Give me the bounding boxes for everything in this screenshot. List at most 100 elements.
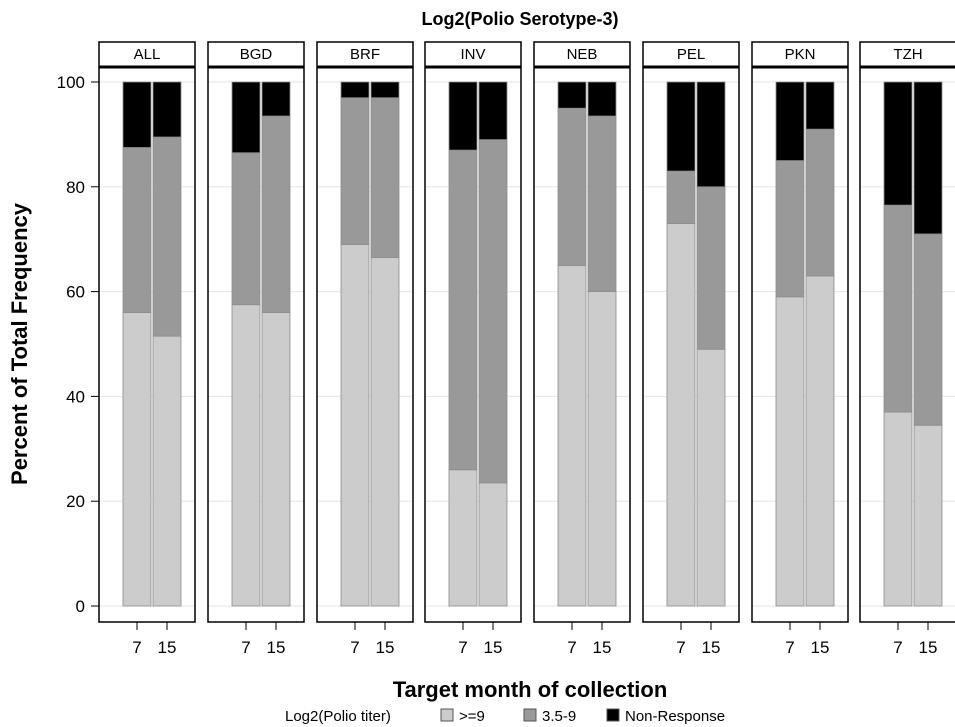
bar-pkn-7-non-response [775,81,805,161]
panel-strip-label: NEB [567,46,598,63]
x-tick-label: 7 [567,638,576,657]
bar-neb-7-ge9 [557,264,587,607]
bar-inv-7-non-response [448,81,478,151]
panel-border [533,41,631,623]
x-tick-label: 15 [811,638,830,657]
x-tick-label: 7 [676,638,685,657]
panel-border [98,41,196,623]
bar-pkn-7-ge9 [775,296,805,607]
panel-pkn: PKN 7 15 [751,41,849,657]
bar-brf-15-non-response [370,81,400,99]
x-tick-label: 15 [593,638,612,657]
bar-pkn-15-ge9 [805,275,835,607]
panel-strip [533,41,631,68]
bar-all-7-non-response [122,81,152,148]
bar-all-15-non-response [152,81,182,138]
x-tick-label: 7 [893,638,902,657]
bar-tzh-15-ge9 [913,424,943,607]
bar-tzh-7-ge9 [883,411,913,607]
x-tick-label: 15 [376,638,395,657]
panel-strip-label: PEL [677,46,705,63]
panel-strip-label: BGD [240,46,273,63]
x-tick-label: 15 [267,638,286,657]
bar-bgd-7-non-response [231,81,261,154]
panel-strip-label: ALL [134,46,161,63]
bar-pel-15-ge9 [696,348,726,607]
legend-label-non-response: Non-Response [625,708,725,725]
bar-bgd-7-3p5-9 [231,152,261,306]
y-tick-label: 0 [76,597,85,616]
bar-bgd-15-non-response [261,81,291,117]
bar-pkn-15-3p5-9 [805,128,835,277]
y-axis: 0 20 40 60 80 100 [57,73,99,616]
bar-inv-7-ge9 [448,469,478,607]
legend-title: Log2(Polio titer) [285,708,391,725]
panel-inv: INV 7 15 [424,41,522,657]
panel-border [316,41,414,623]
bar-brf-7-non-response [340,81,370,99]
bar-pel-15-3p5-9 [696,186,726,350]
panel-all: ALL 7 15 [98,41,196,657]
bar-bgd-7-ge9 [231,304,261,607]
x-tick-label: 15 [158,638,177,657]
bar-inv-15-non-response [478,81,508,141]
bar-bgd-15-ge9 [261,312,291,607]
x-tick-label: 7 [241,638,250,657]
bar-neb-7-non-response [557,81,587,109]
legend-swatch-ge9 [440,708,454,722]
panel-border [859,41,955,623]
panel-pel: PEL 7 15 [642,41,740,657]
chart-panels: ALL 7 15 BGD 7 15 BRF 7 15 INV 7 15 NEB 7 15 PEL 7 15 PKN 7… [98,41,955,657]
panel-strip [859,41,955,68]
bar-pkn-7-3p5-9 [775,160,805,298]
panel-border [751,41,849,623]
x-tick-label: 7 [458,638,467,657]
panel-strip-label: BRF [350,46,380,63]
bar-all-15-3p5-9 [152,136,182,337]
bar-tzh-15-non-response [913,81,943,235]
panel-strip-label: INV [460,46,485,63]
bar-brf-15-3p5-9 [370,97,400,258]
bar-inv-15-3p5-9 [478,139,508,484]
y-tick-label: 80 [66,178,85,197]
bar-pkn-15-non-response [805,81,835,130]
y-tick-label: 100 [57,73,85,92]
bar-brf-15-ge9 [370,257,400,607]
panel-tzh: TZH 7 15 [859,41,955,657]
legend-swatch-non-response [606,708,620,722]
bar-all-7-3p5-9 [122,147,152,313]
x-axis-title: Target month of collection [393,677,668,702]
x-tick-label: 7 [132,638,141,657]
bar-all-7-ge9 [122,312,152,607]
bar-neb-15-ge9 [587,291,617,607]
x-tick-label: 15 [919,638,938,657]
y-axis-title: Percent of Total Frequency [7,202,32,485]
x-tick-label: 15 [484,638,503,657]
legend-swatch-3p5-9 [523,708,537,722]
panel-strip-label: PKN [785,46,816,63]
bar-brf-7-ge9 [340,244,370,607]
bar-pel-15-non-response [696,81,726,188]
bar-tzh-15-3p5-9 [913,233,943,426]
bar-pel-7-ge9 [666,223,696,607]
panel-strip-label: TZH [893,46,922,63]
bar-inv-15-ge9 [478,482,508,607]
panel-border [207,41,305,623]
bar-all-15-ge9 [152,335,182,607]
legend-label-3p5-9: 3.5-9 [542,708,576,725]
bar-bgd-15-3p5-9 [261,115,291,313]
x-tick-label: 15 [702,638,721,657]
chart-title: Log2(Polio Serotype-3) [421,9,618,29]
bar-tzh-7-3p5-9 [883,204,913,413]
panel-bgd: BGD 7 15 [207,41,305,657]
y-tick-label: 40 [66,387,85,406]
bar-inv-7-3p5-9 [448,149,478,471]
y-tick-label: 60 [66,283,85,302]
bar-pel-7-3p5-9 [666,170,696,224]
bar-neb-15-non-response [587,81,617,117]
panel-border [424,41,522,623]
bar-tzh-7-non-response [883,81,913,206]
legend-label-ge9: >=9 [459,708,485,725]
bar-neb-15-3p5-9 [587,115,617,292]
